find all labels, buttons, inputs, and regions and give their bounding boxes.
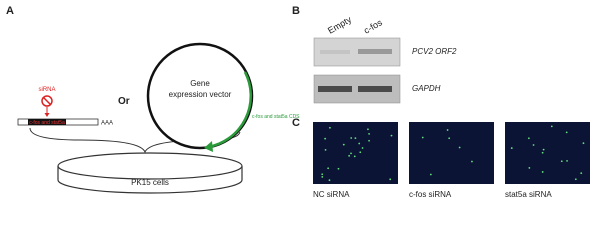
block-icon — [42, 96, 52, 106]
fluorescent-cell — [359, 151, 362, 154]
fluorescent-cell — [354, 137, 357, 140]
fluorescent-cell — [421, 136, 424, 139]
fluorescent-cell — [541, 151, 544, 154]
fluorescent-cell — [580, 172, 583, 175]
fluorescent-cell — [324, 148, 327, 151]
fluorescent-cell — [471, 160, 473, 163]
fluorescent-cell — [566, 159, 568, 162]
fluorescent-cell — [389, 178, 392, 181]
fluorescent-cell — [448, 137, 451, 140]
vector-label: Gene — [190, 79, 210, 88]
fluorescent-cell — [329, 126, 331, 129]
fluorescent-cell — [446, 129, 449, 131]
image-label: NC siRNA — [313, 190, 350, 199]
fluorescent-cell — [429, 173, 432, 176]
lane-label: Empty — [326, 14, 354, 36]
arrow-head — [44, 113, 50, 117]
lane-label: c-fos — [362, 17, 384, 36]
target-region — [28, 119, 66, 125]
fluorescent-cell — [574, 178, 577, 181]
image-label: c-fos siRNA — [409, 190, 452, 199]
fluorescent-cell — [390, 134, 393, 137]
cells-label: PK15 cells — [131, 178, 169, 187]
sirna-label: siRNA — [38, 87, 55, 93]
fluorescent-cell — [358, 142, 361, 145]
panel-label: B — [292, 5, 300, 17]
fluorescent-cell — [321, 173, 324, 176]
fluorescent-cell — [541, 171, 544, 173]
fluorescent-cell — [350, 137, 353, 139]
cds-arc — [207, 71, 252, 149]
micrograph — [505, 122, 590, 184]
fluorescent-cell — [542, 148, 545, 151]
fluorescent-cell — [368, 132, 370, 135]
fluorescent-cell — [367, 128, 369, 131]
fluorescent-cell — [348, 154, 351, 157]
fluorescent-cell — [510, 147, 513, 149]
cds-arrow — [204, 141, 213, 152]
image-label: stat5a siRNA — [505, 190, 552, 199]
fluorescent-cell — [458, 146, 461, 149]
fluorescent-cell — [337, 167, 340, 170]
band — [318, 86, 352, 92]
target-label: c-fos and stat5a — [29, 120, 65, 126]
fluorescent-cell — [342, 143, 345, 146]
dish-top — [57, 152, 243, 180]
fluorescent-cell — [560, 160, 563, 163]
fluorescent-cell — [353, 155, 356, 158]
panel-label: C — [292, 117, 300, 129]
fluorescent-cell — [550, 125, 553, 128]
vector-label: expression vector — [169, 90, 232, 99]
fluorescent-cell — [527, 137, 530, 140]
fluorescent-cell — [368, 139, 370, 142]
cds-label: c-fos and stat5a CDS — [252, 114, 300, 120]
fluorescent-cell — [532, 144, 535, 146]
panel-label: A — [6, 5, 14, 17]
micrograph — [313, 122, 398, 184]
fluorescent-cell — [350, 152, 352, 155]
fluorescent-cell — [328, 179, 331, 182]
fluorescent-cell — [327, 167, 330, 170]
or-label: Or — [118, 96, 130, 107]
fluorescent-cell — [361, 147, 364, 149]
band — [358, 86, 392, 92]
fluorescent-cell — [324, 137, 327, 140]
band-label: GAPDH — [412, 84, 441, 93]
band-label: PCV2 ORF2 — [412, 47, 457, 56]
fluorescent-cell — [528, 167, 531, 169]
figure: A PK15 cells c-fos and stat5a AAA siRNA … — [6, 5, 590, 199]
block-icon — [41, 95, 53, 107]
micrograph — [409, 122, 494, 184]
fluorescent-cell — [582, 142, 585, 145]
fluorescent-cell — [321, 175, 324, 178]
band — [320, 50, 350, 54]
polya-label: AAA — [101, 121, 113, 127]
fluorescent-cell — [565, 131, 568, 134]
image-row — [313, 122, 590, 184]
band — [358, 49, 392, 54]
